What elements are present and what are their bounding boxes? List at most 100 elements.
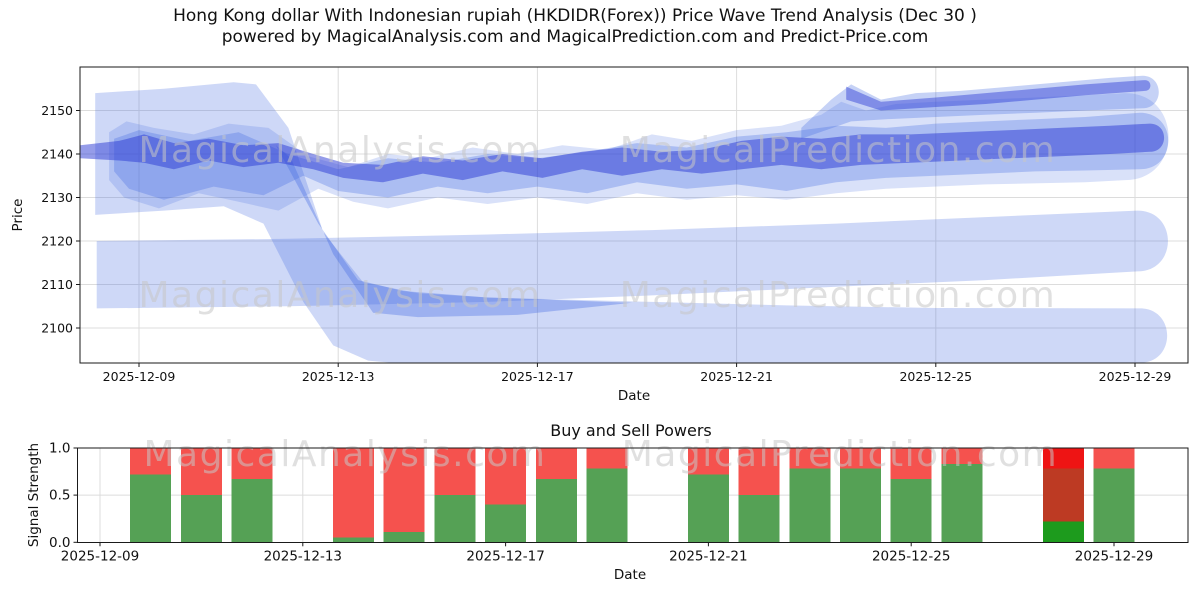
signal-xtick-label: 2025-12-29 [1075,548,1153,564]
bar-segment-sell_red [535,448,577,480]
bar-segment-buy_green [231,479,273,543]
signal-xtick-label: 2025-12-13 [264,548,342,564]
band-wave-dark-core [80,123,1165,183]
signal-bar-2025-12-19 [586,448,628,543]
signal-bar-2025-12-25 [890,448,932,543]
bar-segment-buy_green [434,495,476,543]
bar-segment-sell_red [738,448,780,496]
watermark-prediction-bottom: MagicalPrediction.com [622,434,1059,475]
bar-segment-sell_red [180,448,222,496]
signal-bar-2025-12-22 [738,448,780,543]
price-xtick-label: 2025-12-17 [501,369,574,384]
signal-bar-2025-12-29 [1093,448,1135,543]
price-ytick-label: 2150 [41,103,73,118]
bar-segment-strong_sell [1042,468,1084,522]
price-chart: MagicalAnalysis.com MagicalPrediction.co… [10,66,1189,404]
band-lower-support-band [96,210,1168,309]
bar-segment-buy_green [687,474,729,543]
signal-ytick-label: 0.5 [49,488,70,504]
bar-segment-buy_green [586,468,628,543]
bar-segment-sell_red [130,448,172,475]
watermark-prediction-mid: MagicalPrediction.com [620,275,1057,316]
signal-bar-2025-12-10 [130,448,172,543]
signal-chart-title: Buy and Sell Powers [550,421,712,440]
signal-chart: Buy and Sell Powers MagicalAnalysis.com … [26,421,1189,583]
price-xlabel: Date [618,388,650,404]
price-xtick-label: 2025-12-21 [700,369,773,384]
price-ytick-label: 2100 [41,321,73,336]
signal-xtick-label: 2025-12-09 [61,548,139,564]
bar-segment-buy_green [1093,468,1135,543]
bar-segment-strong_buy [1042,521,1084,543]
signal-bar-2025-12-12 [231,448,273,543]
band-crash-envelope [95,82,1168,363]
signal-bar-2025-12-11 [180,448,222,543]
bar-segment-sell_red [789,448,831,469]
price-ylabel: Price [10,199,26,232]
bar-segment-buy_green [840,468,881,543]
price-xtick-label: 2025-12-25 [899,369,972,384]
signal-bar-2025-12-28 [1042,448,1084,543]
price-ytick-label: 2120 [41,234,73,249]
signal-xlabel: Date [614,567,646,583]
price-ytick-label: 2140 [41,147,73,162]
signal-xtick-label: 2025-12-17 [466,548,544,564]
signal-bar-2025-12-24 [840,448,881,543]
figure-title-line2: powered by MagicalAnalysis.com and Magic… [222,27,929,47]
price-ytick-label: 2110 [41,277,73,292]
bar-segment-sell_red [383,448,425,532]
price-xtick-label: 2025-12-09 [103,369,176,384]
price-xtick-label: 2025-12-13 [302,369,375,384]
band-upper-breakout-band [801,75,1159,139]
signal-ytick-label: 1.0 [49,441,70,457]
bar-segment-alert_sell [1042,448,1084,469]
watermark-prediction-top: MagicalPrediction.com [620,130,1057,171]
signal-bar-2025-12-23 [789,448,831,543]
bar-segment-sell_red [890,448,932,480]
signal-bar-2025-12-15 [383,448,425,543]
bar-segment-sell_red [941,448,983,464]
signal-bar-2025-12-17 [485,448,527,543]
bar-segment-sell_red [687,448,729,475]
bar-segment-sell_red [1093,448,1135,469]
price-plot-border [79,66,1189,364]
buy-sell-bars [130,448,1135,543]
signal-bar-2025-12-26 [941,448,983,543]
price-axis-ticks: 2100 2110 2120 2130 2140 2150 2025-12-09 2025-1… [41,103,1171,384]
bar-segment-buy_green [941,464,983,543]
watermark-analysis-top: MagicalAnalysis.com [139,130,542,171]
price-xtick-label: 2025-12-29 [1099,369,1172,384]
bar-segment-buy_green [383,531,425,543]
bar-segment-sell_red [434,448,476,496]
bar-segment-sell_red [840,448,881,469]
bar-segment-sell_red [231,448,273,480]
price-ytick-label: 2130 [41,190,73,205]
signal-ytick-label: 0.0 [49,535,70,551]
bar-segment-buy_green [535,479,577,543]
signal-bar-2025-12-16 [434,448,476,543]
bar-segment-sell_red [485,448,527,505]
signal-bar-2025-12-14 [333,448,374,543]
bar-segment-buy_green [130,474,172,543]
price-wave-bands [80,75,1169,363]
bar-segment-buy_green [890,479,932,543]
signal-xtick-label: 2025-12-21 [669,548,747,564]
bar-segment-buy_green [333,537,374,543]
signal-bar-2025-12-21 [687,448,729,543]
bar-segment-buy_green [180,495,222,543]
signal-axis-ticks: 0.0 0.5 1.0 2025-12-09 2025-12-13 2025-12-17 2… [49,441,1153,565]
bar-segment-sell_red [333,448,374,538]
watermark-analysis-mid: MagicalAnalysis.com [139,275,542,316]
bar-segment-buy_green [485,504,527,543]
signal-xtick-label: 2025-12-25 [872,548,950,564]
bar-segment-buy_green [738,495,780,543]
signal-bar-2025-12-18 [535,448,577,543]
figure-title-line1: Hong Kong dollar With Indonesian rupiah … [173,6,977,26]
bar-segment-sell_red [586,448,628,469]
signal-ylabel: Signal Strength [26,443,42,547]
band-upper-breakout-core [846,80,1151,111]
bar-segment-buy_green [789,468,831,543]
watermark-analysis-bottom: MagicalAnalysis.com [144,434,547,475]
